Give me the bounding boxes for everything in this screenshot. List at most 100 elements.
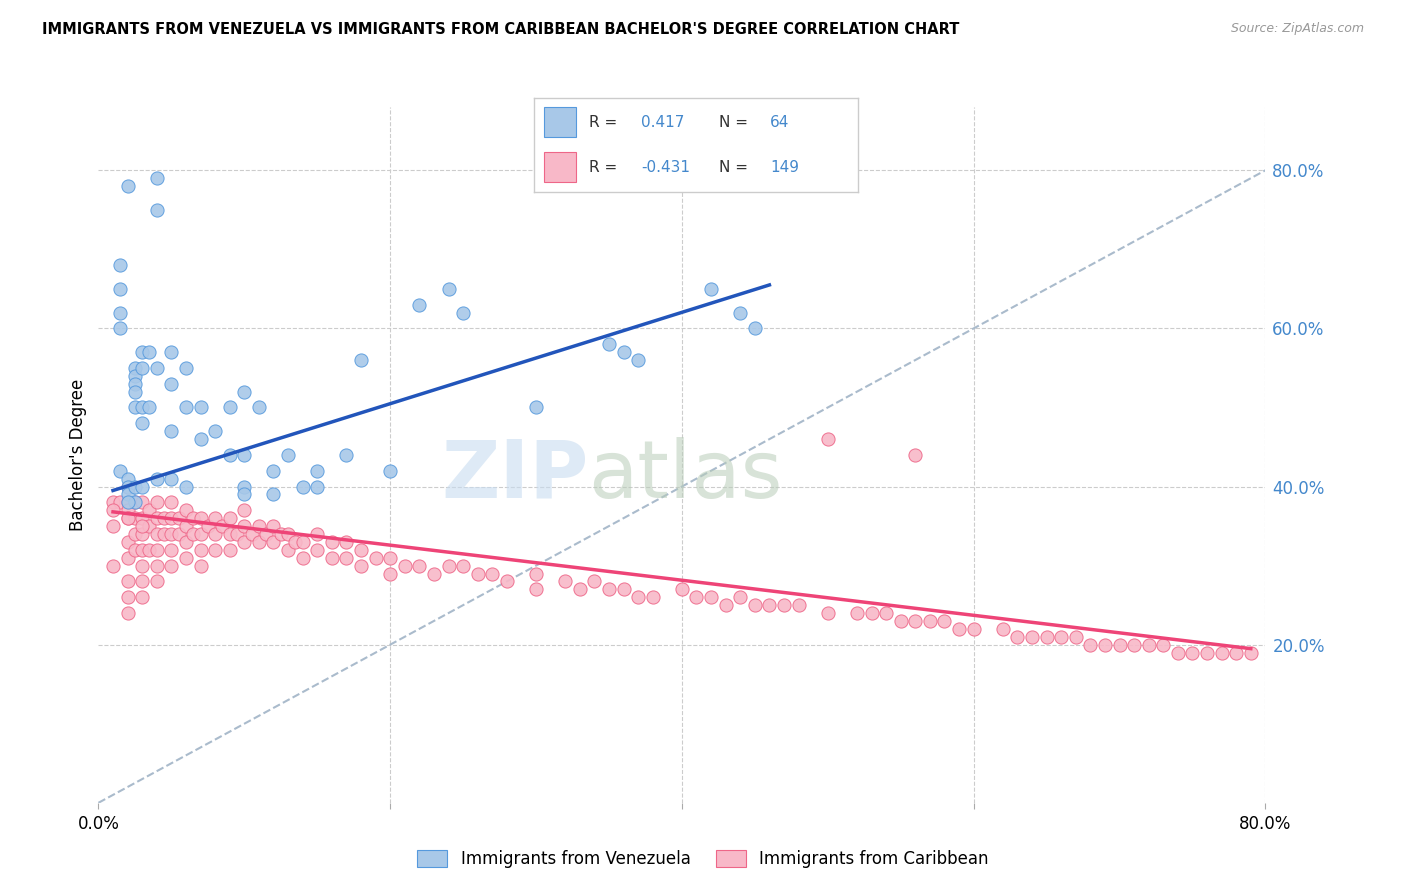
Point (160, 558, 183, 573)
Text: R =: R = (589, 115, 623, 130)
Point (167, 511, 190, 525)
Point (124, 384, 146, 399)
Point (124, 479, 146, 493)
Point (554, 574, 576, 589)
Point (408, 298, 430, 312)
Point (1064, 630, 1087, 644)
Point (700, 282, 723, 296)
Point (117, 495, 139, 509)
Point (218, 448, 240, 462)
Point (1152, 638, 1174, 652)
Point (138, 503, 160, 517)
Point (1195, 646, 1218, 660)
Point (598, 337, 620, 351)
Point (146, 527, 169, 541)
Point (110, 258, 132, 272)
Point (744, 321, 766, 335)
Point (524, 566, 547, 581)
Y-axis label: Bachelor's Degree: Bachelor's Degree (69, 379, 87, 531)
Point (1094, 638, 1116, 652)
Point (240, 527, 263, 541)
Point (758, 598, 780, 612)
Point (307, 527, 329, 541)
Point (423, 566, 446, 581)
Point (117, 574, 139, 589)
Point (174, 360, 197, 375)
Point (131, 345, 153, 359)
Point (131, 495, 153, 509)
Point (233, 487, 256, 501)
Point (744, 598, 766, 612)
Point (117, 534, 139, 549)
Point (904, 614, 927, 628)
Point (131, 558, 153, 573)
Point (131, 479, 153, 493)
Point (167, 527, 190, 541)
Point (131, 360, 153, 375)
Point (904, 448, 927, 462)
Point (124, 376, 146, 391)
Point (233, 448, 256, 462)
Point (335, 534, 357, 549)
Point (233, 519, 256, 533)
Point (153, 511, 176, 525)
Point (467, 566, 489, 581)
Point (524, 582, 547, 597)
Point (174, 534, 197, 549)
Text: R =: R = (589, 160, 623, 175)
Point (860, 606, 883, 620)
Point (284, 534, 307, 549)
Point (627, 591, 650, 605)
Point (117, 550, 139, 565)
Text: atlas: atlas (589, 437, 783, 515)
Point (890, 614, 912, 628)
Point (174, 401, 197, 415)
Point (124, 527, 146, 541)
Point (307, 542, 329, 557)
Point (291, 534, 314, 549)
Point (190, 511, 212, 525)
Point (568, 582, 591, 597)
Point (131, 591, 153, 605)
Point (262, 464, 284, 478)
Point (875, 606, 897, 620)
Point (817, 432, 839, 446)
Point (131, 401, 153, 415)
Point (1007, 630, 1029, 644)
Point (350, 542, 373, 557)
Point (685, 591, 707, 605)
Point (335, 448, 357, 462)
Point (197, 519, 219, 533)
Point (204, 542, 226, 557)
Point (124, 542, 146, 557)
Point (110, 305, 132, 319)
Point (146, 574, 169, 589)
Point (364, 550, 387, 565)
Legend: Immigrants from Venezuela, Immigrants from Caribbean: Immigrants from Venezuela, Immigrants fr… (411, 843, 995, 875)
Text: -0.431: -0.431 (641, 160, 690, 175)
Point (146, 171, 169, 186)
Point (124, 401, 146, 415)
Point (101, 503, 124, 517)
Point (160, 527, 183, 541)
FancyBboxPatch shape (544, 153, 576, 183)
Point (918, 614, 941, 628)
Point (117, 472, 139, 486)
Point (247, 519, 270, 533)
Point (131, 542, 153, 557)
Point (378, 550, 402, 565)
Point (190, 558, 212, 573)
Point (262, 534, 284, 549)
Point (277, 448, 299, 462)
Point (1240, 646, 1263, 660)
Point (991, 622, 1014, 636)
Point (962, 622, 984, 636)
Text: N =: N = (718, 115, 752, 130)
Point (138, 519, 160, 533)
Point (160, 424, 183, 438)
Point (321, 534, 343, 549)
Point (124, 511, 146, 525)
Point (117, 591, 139, 605)
Point (160, 495, 183, 509)
Point (247, 401, 270, 415)
